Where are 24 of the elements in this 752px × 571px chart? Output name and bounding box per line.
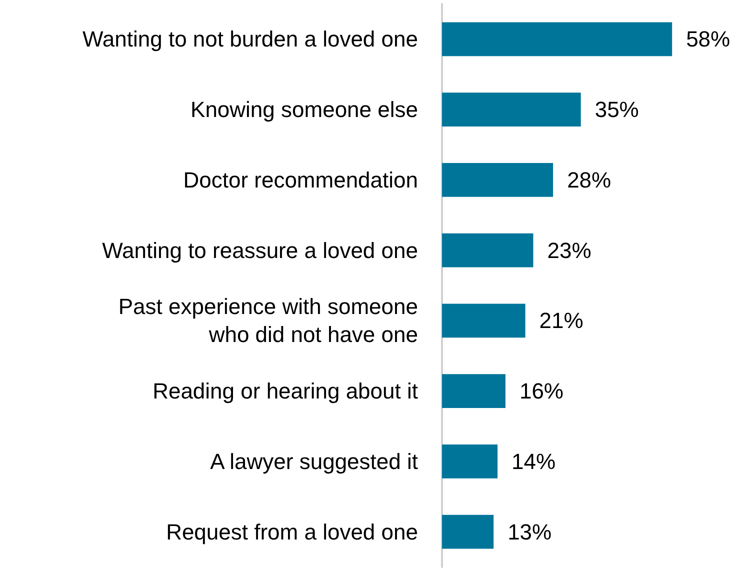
- y-tick-label: Wanting to reassure a loved one: [102, 238, 418, 263]
- y-tick-label: Reading or hearing about it: [152, 378, 418, 404]
- data-label: 16%: [519, 378, 564, 404]
- data-label: 28%: [567, 167, 612, 192]
- y-tick-label: A lawyer suggested it: [210, 448, 418, 474]
- data-label: 58%: [686, 26, 730, 52]
- data-label: 21%: [539, 308, 584, 334]
- bar: [442, 514, 494, 549]
- bar: [442, 92, 581, 126]
- y-tick-label: Knowing someone else: [190, 97, 418, 122]
- bar: [442, 444, 498, 478]
- bar: [442, 22, 672, 56]
- bar: [442, 304, 526, 338]
- data-label: 35%: [594, 97, 639, 122]
- y-tick-label: Doctor recommendation: [183, 167, 418, 192]
- y-tick-label: Request from a loved one: [166, 519, 418, 544]
- bar: [442, 163, 554, 197]
- y-tick-label: Past experience with someone who did not have one: [118, 294, 418, 348]
- bar: [442, 374, 506, 408]
- y-tick-label: Wanting to not burden a loved one: [82, 26, 418, 52]
- data-label: 14%: [512, 448, 556, 474]
- bar: [442, 233, 534, 268]
- data-label: 13%: [508, 519, 552, 544]
- data-label: 23%: [547, 238, 592, 263]
